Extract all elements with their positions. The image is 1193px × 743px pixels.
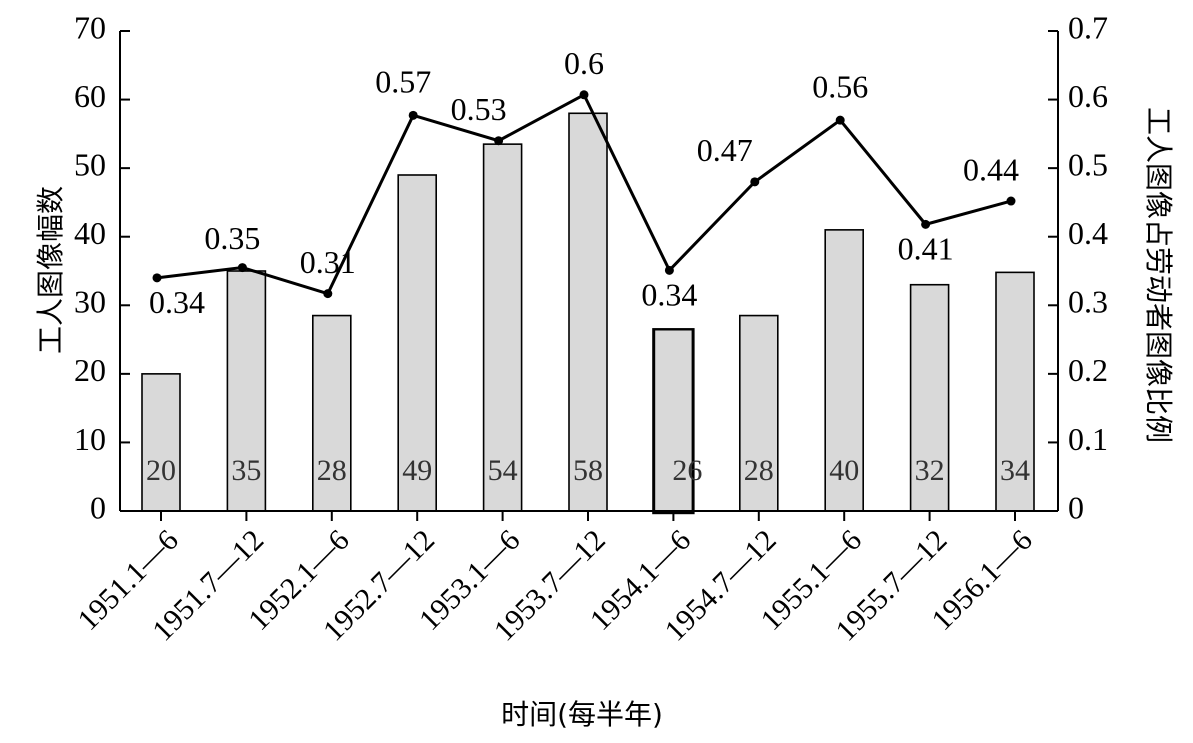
- ratio-point-3: [408, 110, 418, 120]
- ratio-point-8: [835, 115, 845, 125]
- bar-9: [909, 283, 950, 512]
- x-axis-title: 时间(每半年): [501, 698, 663, 731]
- bar-0: [141, 373, 181, 512]
- ratio-label-6: 0.34: [641, 277, 697, 313]
- labels-layer: 0.34 0.35 0.31 0.57 0.53 0.6 0.34 0.47 0.56 0.41 0…: [146, 45, 1030, 487]
- left-tick-label-3: 30: [74, 284, 106, 320]
- left-tick-label-5: 50: [74, 146, 106, 182]
- right-tick-label-4: 0.4: [1068, 215, 1108, 251]
- left-tick-label-6: 60: [74, 78, 106, 114]
- ratio-label-7: 0.47: [697, 132, 753, 168]
- ratio-point-5: [579, 90, 589, 100]
- bar-value-label-9: 32: [915, 454, 945, 487]
- ratio-label-9: 0.41: [898, 231, 954, 267]
- bar-value-label-10: 34: [1000, 454, 1030, 487]
- right-tick-label-7: 0.7: [1068, 9, 1108, 45]
- ratio-label-10: 0.44: [963, 151, 1019, 187]
- bars-layer: [141, 112, 1035, 515]
- right-tick-label-3: 0.3: [1068, 284, 1108, 320]
- ratio-label-5: 0.6: [564, 45, 604, 81]
- bar-value-label-7: 28: [744, 454, 774, 487]
- ratio-label-2: 0.31: [300, 244, 356, 280]
- bar-3: [397, 174, 438, 512]
- ratio-label-4: 0.53: [451, 91, 507, 127]
- bar-value-label-5: 58: [573, 454, 603, 487]
- bar-1: [226, 270, 267, 512]
- bar-value-label-6: 26: [672, 454, 702, 487]
- ratio-label-1: 0.35: [204, 220, 260, 256]
- ratio-point-6: [664, 265, 674, 275]
- right-tick-label-5: 0.5: [1068, 146, 1108, 182]
- left-tick-label-0: 0: [90, 489, 106, 525]
- right-tick-label-1: 0.1: [1068, 421, 1108, 457]
- bar-10: [995, 271, 1035, 512]
- ratio-point-7: [750, 177, 760, 187]
- ratio-label-3: 0.57: [375, 64, 431, 100]
- bar-value-label-0: 20: [146, 454, 176, 487]
- left-tick-label-2: 20: [74, 352, 106, 388]
- ratio-point-2: [323, 289, 333, 299]
- bar-value-label-8: 40: [829, 454, 859, 487]
- ratio-label-8: 0.56: [812, 68, 868, 104]
- left-axis-title: 工人图像幅数: [34, 186, 67, 354]
- right-axis-title: 工人图像占劳动者图像比例: [1142, 107, 1175, 443]
- ratio-point-0: [152, 273, 162, 283]
- ratio-point-4: [494, 136, 504, 146]
- bar-5: [568, 112, 608, 512]
- bar-value-label-1: 35: [231, 454, 261, 487]
- bar-value-label-2: 28: [317, 454, 347, 487]
- line-layer: [152, 90, 1016, 299]
- ratio-point-1: [237, 263, 247, 273]
- right-tick-label-2: 0.2: [1068, 352, 1108, 388]
- ratio-label-0: 0.34: [149, 284, 205, 320]
- bar-7: [738, 314, 779, 512]
- right-tick-label-6: 0.6: [1068, 78, 1108, 114]
- left-tick-label-1: 10: [74, 421, 106, 457]
- ratio-point-10: [1006, 196, 1016, 206]
- bar-value-label-4: 54: [488, 454, 518, 487]
- ratio-point-9: [921, 219, 931, 229]
- bar-value-label-3: 49: [402, 454, 432, 487]
- left-tick-label-7: 70: [74, 9, 106, 45]
- right-tick-label-0: 0: [1068, 489, 1084, 525]
- left-tick-label-4: 40: [74, 215, 106, 251]
